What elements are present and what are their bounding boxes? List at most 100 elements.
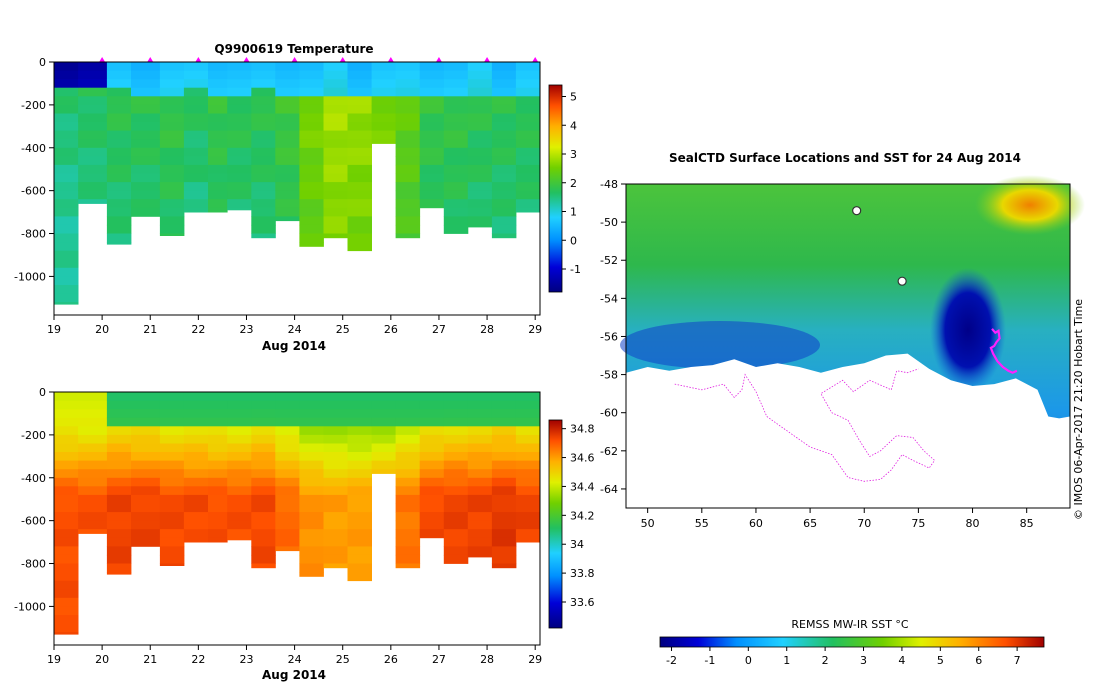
temperature-cell	[419, 104, 445, 114]
salinity-cell	[54, 486, 79, 496]
salinity-cell	[251, 417, 276, 427]
salinity-cell	[54, 443, 79, 453]
temperature-cell	[491, 156, 517, 166]
x-tick-label: 20	[95, 653, 109, 666]
temperature-cell	[131, 62, 161, 71]
x-tick-label: 27	[432, 323, 446, 336]
salinity-cell	[183, 400, 209, 410]
temperature-cell	[106, 173, 132, 183]
salinity-cell	[183, 537, 209, 543]
temperature-cell	[419, 62, 445, 71]
salinity-cell	[395, 417, 421, 427]
temperature-cell	[106, 216, 132, 226]
temperature-cell	[54, 259, 79, 269]
salinity-cell	[491, 563, 517, 569]
temperature-cell	[106, 164, 132, 174]
profile-marker	[147, 57, 154, 62]
salinity-cell	[131, 426, 161, 436]
salinity-cell	[419, 452, 445, 461]
temperature-cell	[54, 87, 79, 97]
sst-colorbar-tick-label: 5	[937, 654, 944, 667]
salinity-cell	[467, 452, 493, 461]
temperature-cell	[299, 190, 324, 200]
temperature-cell	[299, 62, 324, 71]
salinity-cell	[323, 452, 348, 461]
salinity-cell	[323, 417, 348, 427]
salinity-cell	[275, 443, 300, 453]
salinity-cell	[106, 520, 132, 530]
temperature-cell	[275, 190, 300, 200]
salinity-cell	[371, 417, 397, 427]
x-tick-label: 22	[191, 323, 205, 336]
salinity-cell	[299, 512, 324, 522]
temperature-cell	[208, 207, 228, 213]
temperature-cell	[54, 173, 79, 183]
temperature-title: Q9900619 Temperature	[214, 42, 373, 56]
salinity-cell	[323, 520, 348, 530]
temperature-cell	[183, 70, 209, 80]
temperature-cell	[54, 267, 79, 277]
salinity-cell	[491, 546, 517, 556]
lat-tick-label: -56	[600, 330, 618, 343]
temperature-cell	[131, 130, 161, 140]
colorbar-tick-label: 4	[570, 119, 577, 132]
salinity-cell	[208, 400, 228, 410]
salinity-cell	[131, 460, 161, 470]
temperature-cell	[275, 156, 300, 166]
salinity-cell	[106, 529, 132, 539]
y-tick-label: -200	[21, 429, 46, 442]
temperature-cell	[208, 70, 228, 80]
salinity-cell	[299, 554, 324, 564]
temperature-cell	[106, 104, 132, 114]
salinity-cell	[159, 417, 185, 427]
salinity-cell	[227, 486, 252, 496]
lat-tick-label: -50	[600, 216, 618, 229]
temperature-cell	[515, 122, 541, 131]
temperature-cell	[323, 182, 348, 192]
temperature-cell	[419, 87, 445, 97]
temperature-cell	[183, 87, 209, 97]
salinity-cell	[106, 546, 132, 556]
temperature-cell	[54, 182, 79, 192]
temperature-cell	[371, 139, 397, 144]
salinity-cell	[54, 434, 79, 444]
temperature-cell	[251, 190, 276, 200]
salinity-cell	[395, 426, 421, 436]
salinity-cell	[323, 494, 348, 504]
salinity-cell	[159, 400, 185, 410]
salinity-cell	[54, 503, 79, 513]
sst-colorbar-tick-label: 3	[860, 654, 867, 667]
salinity-cell	[515, 400, 541, 410]
temperature-cell	[159, 79, 185, 89]
salinity-cell	[443, 452, 469, 461]
temperature-cell	[78, 147, 108, 157]
temperature-cell	[106, 87, 132, 97]
salinity-cell	[419, 426, 445, 436]
temperature-cell	[54, 233, 79, 243]
salinity-cell	[78, 452, 108, 461]
temperature-cell	[395, 130, 421, 140]
salinity-cell	[419, 477, 445, 487]
temperature-cell	[54, 156, 79, 166]
temperature-cell	[131, 96, 161, 106]
salinity-cell	[395, 434, 421, 444]
y-tick-label: -800	[21, 228, 46, 241]
temperature-cell	[106, 156, 132, 166]
temperature-cell	[159, 173, 185, 183]
temperature-cell	[323, 139, 348, 149]
temperature-cell	[323, 87, 348, 97]
temperature-cell	[491, 233, 517, 239]
temperature-cell	[106, 199, 132, 209]
salinity-cell	[54, 597, 79, 607]
cold-water-pool	[930, 268, 1006, 392]
salinity-cell	[183, 486, 209, 496]
temperature-cell	[515, 113, 541, 123]
salinity-cell	[395, 546, 421, 556]
temperature-cell	[131, 104, 161, 114]
temperature-cell	[131, 156, 161, 166]
salinity-cell	[54, 392, 79, 401]
temperature-cell	[159, 70, 185, 80]
temperature-cell	[395, 182, 421, 192]
salinity-cell	[54, 477, 79, 487]
temperature-cell	[347, 87, 372, 97]
